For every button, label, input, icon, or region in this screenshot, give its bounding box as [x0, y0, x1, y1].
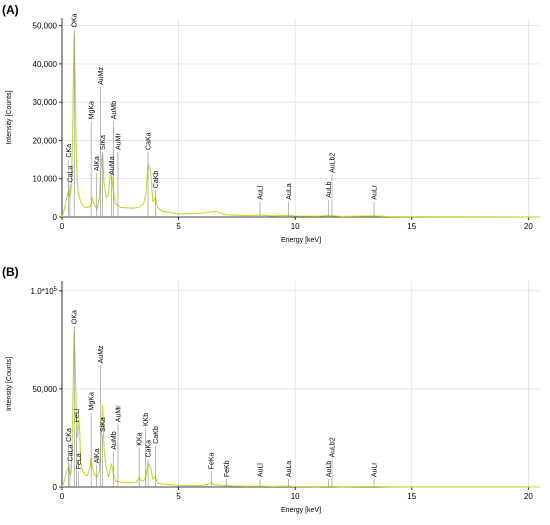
panel-a-x-tick-label: 10 — [291, 222, 300, 231]
panel-a-peak-label-aula: AuLa — [286, 183, 293, 199]
panel-b-peak-label-aumb: AuMb — [111, 431, 118, 449]
panel-b-x-tick-label: 5 — [176, 492, 181, 501]
panel-a-y-tick-label: 20,000 — [33, 136, 58, 145]
panel-b-peak-label-feka: FeKa — [209, 452, 216, 469]
panel-b: (B) 0 5 10 15 20 0 50,000 1.0*105 Energy [keV] In… — [2, 265, 541, 514]
panel-b-peak-label-fell: FeLl — [74, 408, 81, 422]
panel-b-x-tick-label: 0 — [60, 492, 65, 501]
panel-a-x-tick-label: 20 — [524, 222, 533, 231]
panel-b-y-tick-label: 1.0*105 — [31, 287, 58, 296]
panel-a-peak-label-aumr: AuMr — [115, 133, 122, 150]
panel-a-y-axis-title: Intensity [Counts] — [6, 90, 13, 144]
panel-b-peak-label-cakb: CaKb — [153, 426, 160, 444]
panel-a-y-tick-label: 30,000 — [33, 98, 58, 107]
panel-b-peak-label-aulb: AuLb — [326, 461, 333, 477]
panel-a-peak-label-aulb2: AuLb2 — [330, 153, 337, 173]
panel-b-x-axis-title: Energy [keV] — [281, 507, 321, 514]
panel-a-spectrum-line — [61, 33, 540, 218]
panel-a-peak-label-cka: CKa — [66, 144, 73, 158]
panel-a-x-tick-label: 0 — [60, 222, 65, 231]
panel-b-peak-label-aumz: AuMz — [98, 345, 105, 363]
panel-a-peak-label-cala: CaLa — [67, 166, 74, 183]
panel-a-x-axis-title: Energy [keV] — [281, 237, 321, 244]
panel-a-peak-label-aumz: AuMz — [98, 66, 105, 84]
panel-b-spectrum-line — [61, 329, 541, 488]
panel-b-x-tick-label: 10 — [291, 492, 300, 501]
panel-b-peak-label-aula: AuLa — [286, 461, 293, 477]
panel-a-x-tick-label: 15 — [407, 222, 416, 231]
panel-b-y-tick-label: 0 — [53, 483, 58, 492]
panel-a-y-tick-label: 10,000 — [33, 175, 58, 184]
panel-a-label: (A) — [2, 3, 19, 17]
panel-a-y-tick-label: 40,000 — [33, 60, 58, 69]
panel-b-peak-label-aulb2: AuLb2 — [330, 437, 337, 457]
panel-a: (A) 0 5 10 15 20 0 10,000 20,000 30,000 40,000 50,… — [2, 3, 540, 244]
panel-a-peak-label-aulr: AuLr — [371, 184, 378, 199]
panel-b-peak-label-caka: CaKa — [146, 440, 153, 458]
panel-a-peak-label-aulb: AuLb — [326, 181, 333, 197]
panel-b-peak-label-sika: SiKa — [100, 417, 107, 432]
panel-b-peak-label-kkb: KKb — [143, 413, 150, 426]
panel-b-label: (B) — [2, 265, 19, 279]
panel-b-peak-label-cala: CaLa — [67, 445, 74, 462]
panel-a-peak-label-sika: SiKa — [100, 135, 107, 150]
panel-a-peak-label-aull: AuLl — [257, 185, 264, 199]
panel-b-peak-label-aulr: AuLr — [371, 462, 378, 477]
panel-b-y-axis-title: Intensity [Counts] — [6, 357, 13, 411]
panel-a-peak-label-auma: AuMa — [109, 156, 116, 174]
panel-a-x-tick-label: 5 — [176, 222, 181, 231]
panel-b-peak-label-alka: AlKa — [94, 449, 101, 464]
panel-a-peak-label-alka: AlKa — [94, 156, 101, 171]
panel-b-peak-label-aull: AuLl — [257, 463, 264, 477]
panel-b-y-tick-label: 50,000 — [33, 385, 58, 394]
panel-b-peak-label-aumr: AuMr — [115, 405, 122, 422]
panel-a-peak-label-caka: CaKa — [146, 132, 153, 150]
panel-a-y-tick-label: 0 — [53, 213, 58, 222]
panel-a-peak-label-cakb: CaKb — [153, 171, 160, 189]
panel-a-peak-label-oka: OKa — [72, 13, 79, 27]
panel-b-peak-label-kka: KKa — [137, 432, 144, 445]
panel-a-peak-label-aumb: AuMb — [111, 101, 118, 119]
panel-b-peak-label-oka: OKa — [72, 310, 79, 324]
panel-b-peak-label-cka: CKa — [66, 428, 73, 442]
panel-a-peak-label-mgka: MgKa — [89, 101, 96, 119]
panel-a-y-tick-label: 50,000 — [33, 22, 58, 31]
panel-b-x-tick-label: 20 — [524, 492, 533, 501]
panel-b-x-tick-label: 15 — [407, 492, 416, 501]
panel-b-peak-label-fekb: FeKb — [224, 460, 231, 477]
panel-b-peak-label-mgka: MgKa — [89, 392, 96, 410]
panel-b-peak-label-fela: FeLa — [76, 453, 83, 469]
